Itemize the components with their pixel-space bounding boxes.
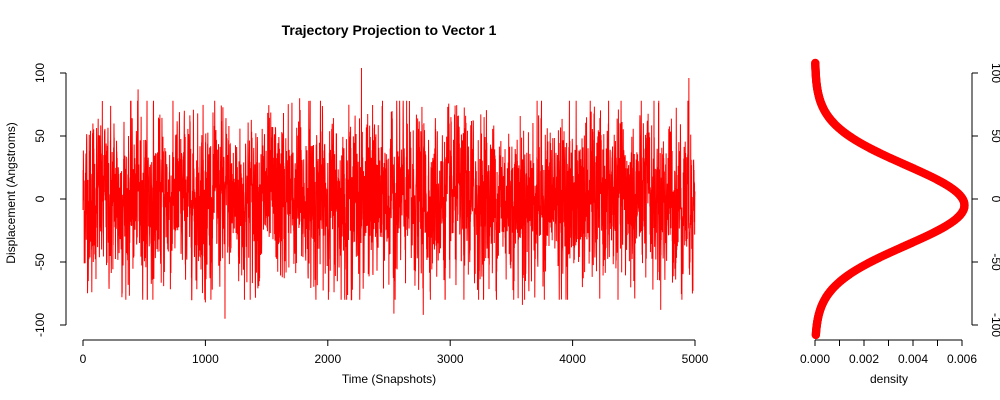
y-axis-label: Displacement (Angstroms) — [4, 122, 18, 263]
x-tick-label: 4000 — [559, 352, 586, 366]
density-x-tick-label: 0.004 — [898, 352, 928, 366]
x-tick-label: 3000 — [437, 352, 464, 366]
density-x-axis: 0.000 0.002 0.004 0.006 — [800, 339, 977, 366]
y-tick-label: 0 — [33, 195, 47, 202]
density-plot: 0.000 0.002 0.004 0.006 -100 -50 0 50 100 densi… — [800, 58, 1000, 386]
y-axis: -100 -50 0 50 100 — [33, 63, 67, 337]
density-y-tick-label: -50 — [989, 253, 1000, 271]
density-y-tick-label: 0 — [989, 196, 1000, 203]
trajectory-series — [82, 67, 696, 319]
density-y-tick-label: 100 — [989, 63, 1000, 83]
density-x-axis-label: density — [870, 372, 908, 386]
density-point — [811, 58, 820, 68]
trajectory-line — [82, 67, 696, 319]
density-y-tick-label: -100 — [989, 313, 1000, 337]
x-tick-label: 1000 — [192, 352, 219, 366]
density-series — [811, 58, 969, 340]
trajectory-plot: 0 1000 2000 3000 4000 5000 -100 -50 0 50 100 Time… — [4, 63, 709, 386]
y-tick-label: -50 — [33, 253, 47, 271]
x-tick-label: 2000 — [314, 352, 341, 366]
density-x-tick-label: 0.006 — [947, 352, 977, 366]
x-axis-label: Time (Snapshots) — [342, 372, 436, 386]
density-x-tick-label: 0.000 — [800, 352, 830, 366]
x-axis: 0 1000 2000 3000 4000 5000 — [80, 339, 709, 366]
x-tick-label: 0 — [80, 352, 87, 366]
density-y-tick-label: 50 — [989, 129, 1000, 143]
y-tick-label: 50 — [33, 129, 47, 143]
y-tick-label: 100 — [33, 63, 47, 83]
x-tick-label: 5000 — [682, 352, 709, 366]
chart-title: Trajectory Projection to Vector 1 — [282, 22, 497, 38]
y-tick-label: -100 — [33, 313, 47, 337]
density-y-axis: -100 -50 0 50 100 — [971, 63, 1000, 337]
density-x-tick-label: 0.002 — [849, 352, 879, 366]
